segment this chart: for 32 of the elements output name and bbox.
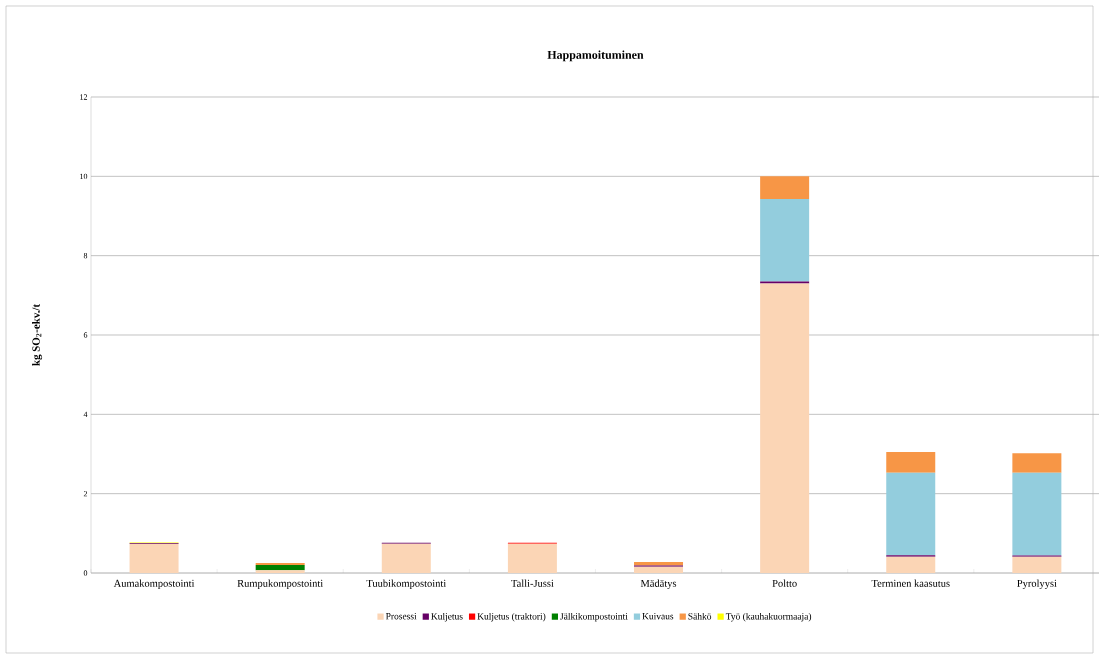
bar bbox=[760, 198, 810, 282]
legend-label: Sähkö bbox=[688, 612, 712, 620]
bar bbox=[381, 543, 431, 573]
bar bbox=[886, 472, 936, 556]
x-tick-label: Terminen kaasutus bbox=[871, 579, 950, 587]
bar bbox=[760, 283, 810, 573]
x-tick-label: Tuubikompostointi bbox=[366, 579, 447, 589]
bar bbox=[255, 570, 305, 573]
bar bbox=[1012, 472, 1062, 556]
x-tick-label: Rumpukompostointi bbox=[237, 579, 323, 589]
x-tick-label: Pyrolyysi bbox=[1017, 579, 1057, 590]
bar bbox=[507, 543, 557, 573]
bar bbox=[129, 544, 179, 573]
bar bbox=[760, 176, 810, 199]
x-tick-label: Talli-Jussi bbox=[511, 579, 554, 587]
bar bbox=[1012, 453, 1062, 473]
chart-title: Happamoituminen bbox=[547, 50, 644, 62]
x-tick-label: Aumakompostointi bbox=[113, 579, 195, 589]
y-axis-title: kg SO$_{2}$-ekv./t bbox=[32, 303, 43, 366]
bar bbox=[255, 565, 305, 571]
legend-label: Kuivaus bbox=[642, 613, 674, 620]
x-tick-label: Poltto bbox=[772, 579, 797, 587]
legend-label: Kuljetus bbox=[431, 612, 463, 622]
x-tick-label: Mädätys bbox=[640, 579, 677, 590]
bar bbox=[886, 556, 936, 573]
legend-label: Prosessi bbox=[385, 613, 417, 620]
bar bbox=[634, 566, 684, 573]
bar bbox=[886, 452, 936, 473]
legend-label: Kuljetus (traktori) bbox=[477, 612, 546, 622]
bar bbox=[1012, 556, 1062, 573]
legend-label: Jälkikompostointi bbox=[560, 612, 628, 622]
legend-label: Työ (kauhakuormaaja) bbox=[725, 612, 812, 622]
